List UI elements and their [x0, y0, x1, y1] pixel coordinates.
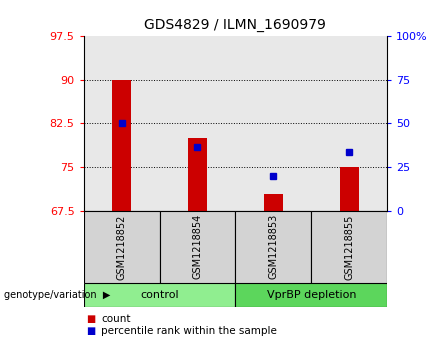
Bar: [160, 211, 235, 283]
Bar: [112, 80, 131, 211]
Bar: [235, 283, 387, 307]
Bar: [312, 211, 387, 283]
Text: GSM1218852: GSM1218852: [117, 214, 127, 280]
Title: GDS4829 / ILMN_1690979: GDS4829 / ILMN_1690979: [144, 19, 326, 33]
Text: ■: ■: [86, 314, 95, 324]
Text: GSM1218853: GSM1218853: [268, 214, 279, 280]
Text: VprBP depletion: VprBP depletion: [267, 290, 356, 300]
Text: GSM1218855: GSM1218855: [344, 214, 354, 280]
Text: genotype/variation  ▶: genotype/variation ▶: [4, 290, 111, 300]
Bar: [340, 167, 359, 211]
Bar: [235, 211, 312, 283]
Text: control: control: [140, 290, 179, 300]
Bar: [84, 211, 159, 283]
Bar: [188, 138, 207, 211]
Text: ■: ■: [86, 326, 95, 336]
Bar: [84, 283, 235, 307]
Text: percentile rank within the sample: percentile rank within the sample: [101, 326, 277, 336]
Text: count: count: [101, 314, 131, 324]
Bar: [264, 194, 283, 211]
Text: GSM1218854: GSM1218854: [192, 214, 202, 280]
